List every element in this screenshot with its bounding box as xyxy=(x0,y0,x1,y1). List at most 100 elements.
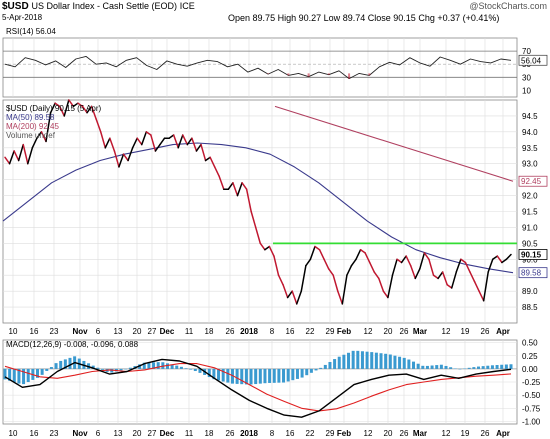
price-segment xyxy=(469,271,476,283)
x-tick-label: 11 xyxy=(185,327,194,336)
macd-histogram-bar xyxy=(360,351,364,369)
price-segment xyxy=(409,264,417,280)
price-segment xyxy=(295,290,303,305)
price-segment xyxy=(31,137,38,149)
macd-histogram-bar xyxy=(421,365,425,369)
price-segment xyxy=(432,274,439,280)
price-segment xyxy=(282,284,289,299)
macd-histogram-bar xyxy=(435,365,439,369)
price-segment xyxy=(387,274,394,299)
ma50-line xyxy=(2,142,514,274)
x-tick-label: 22 xyxy=(306,327,315,336)
x-tick-label: 12 xyxy=(442,327,451,336)
price-segment xyxy=(332,274,339,292)
chg-label: Chg xyxy=(418,13,435,23)
macd-panel: 0.50 0.25 0.00 -0.25 -0.50 -0.75 -1.00 MACD(12,… xyxy=(2,339,541,426)
x-tick-label: 16 xyxy=(286,327,295,336)
macd-histogram-bar xyxy=(68,357,72,369)
price-segment xyxy=(109,137,116,152)
macd-histogram-bar xyxy=(402,357,406,369)
macd-histogram-bar xyxy=(147,362,151,369)
price-tag-label: 89.58 xyxy=(521,269,542,278)
price-segment xyxy=(450,271,458,289)
price-legend-entry: MA(50) 89.58 xyxy=(6,113,55,122)
price-segment xyxy=(159,137,166,146)
price-segment xyxy=(346,264,353,276)
x-tick-label-bottom: Feb xyxy=(337,429,351,438)
price-segment xyxy=(359,248,366,254)
chart-date: 5-Apr-2018 xyxy=(2,13,43,22)
x-tick-label: Apr xyxy=(496,327,510,336)
price-segment xyxy=(250,210,257,229)
price-segment xyxy=(45,111,52,143)
macd-histogram-bar xyxy=(412,361,416,369)
x-tick-label-bottom: 8 xyxy=(270,429,275,438)
macd-histogram-bar xyxy=(230,368,234,384)
symbol-name: US Dollar Index - Cash Settle (EOD) xyxy=(31,1,178,11)
price-segment xyxy=(209,156,216,168)
macd-histogram-bar xyxy=(295,368,299,379)
macd-tick-label: 0.00 xyxy=(522,365,538,374)
high-value: 90.27 xyxy=(298,13,322,23)
macd-histogram-bar xyxy=(128,367,132,369)
macd-histogram-bar xyxy=(314,368,318,371)
macd-histogram-bar xyxy=(398,356,402,369)
macd-histogram-bar xyxy=(35,368,39,378)
chg-value: +0.37 (+0.41%) xyxy=(437,13,500,23)
macd-histogram-bar xyxy=(54,363,58,369)
macd-histogram-bar xyxy=(309,368,313,373)
x-tick-label: 26 xyxy=(226,327,235,336)
x-tick-label-bottom: 10 xyxy=(9,429,18,438)
price-segment xyxy=(22,143,29,165)
macd-histogram-bar xyxy=(235,368,239,384)
price-segment xyxy=(254,226,262,245)
price-tag-box xyxy=(518,175,548,187)
price-segment xyxy=(419,252,426,270)
x-tick-label-bottom: 26 xyxy=(226,429,235,438)
price-segment xyxy=(455,258,462,273)
x-tick-label: 26 xyxy=(400,327,409,336)
price-tick-label: 88.5 xyxy=(522,303,538,312)
macd-histogram-bar xyxy=(342,354,346,369)
macd-histogram-bar xyxy=(26,368,30,383)
macd-histogram-bar xyxy=(45,368,49,371)
macd-histogram-bar xyxy=(425,365,429,369)
macd-histogram-bar xyxy=(179,366,183,369)
rsi-frame xyxy=(2,37,518,98)
open-label: Open xyxy=(228,13,251,23)
macd-histogram-bar xyxy=(407,359,411,369)
macd-histogram-bar xyxy=(240,368,244,385)
macd-histogram-bar xyxy=(286,368,290,382)
price-segment xyxy=(400,255,407,264)
x-tick-label-bottom: Nov xyxy=(72,429,88,438)
macd-histogram-bar xyxy=(138,364,142,369)
price-tag-label: 92.45 xyxy=(521,177,542,186)
close-label: Close xyxy=(367,13,391,23)
price-segment xyxy=(460,258,467,264)
price-segment xyxy=(323,258,330,270)
price-segment xyxy=(86,105,93,114)
price-segment xyxy=(99,131,107,149)
x-tick-label-bottom: 2018 xyxy=(240,429,258,438)
open-value: 89.75 xyxy=(252,13,276,23)
price-segment xyxy=(186,137,193,146)
price-segment xyxy=(318,248,325,261)
macd-histogram-bar xyxy=(189,368,193,370)
macd-histogram-bar xyxy=(439,364,443,369)
macd-legend: MACD(12,26,9) -0.008, -0.096, 0.088 xyxy=(6,340,139,349)
price-segment xyxy=(182,134,189,146)
x-tick-label-bottom: 20 xyxy=(384,429,393,438)
rsi-value-tag: 56.04 xyxy=(521,56,542,65)
x-tick-label-bottom: 26 xyxy=(400,429,409,438)
macd-histogram-bar xyxy=(504,364,508,369)
price-segment xyxy=(54,102,61,108)
price-segment xyxy=(482,271,489,302)
low-value: 89.74 xyxy=(342,13,366,23)
x-tick-label: 29 xyxy=(326,327,335,336)
macd-line xyxy=(4,358,512,418)
x-tick-label: 16 xyxy=(30,327,39,336)
x-tick-label-bottom: 23 xyxy=(50,429,59,438)
macd-histogram-bar xyxy=(458,368,462,370)
